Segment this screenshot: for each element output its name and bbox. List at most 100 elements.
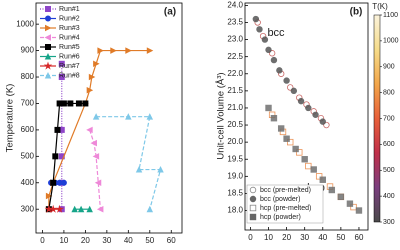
y-axis-label: Temperature (K) <box>5 84 16 153</box>
x-tick-label: 50 <box>145 236 154 245</box>
x-tick-label: 10 <box>264 233 273 242</box>
marker <box>43 61 53 70</box>
y-tick-label: 19.0 <box>227 171 243 180</box>
marker <box>265 46 272 54</box>
colorbar-tick-label: 300 <box>383 219 395 226</box>
plot-frame <box>35 2 183 234</box>
y-tick-label: 500 <box>21 151 35 160</box>
marker <box>67 100 74 107</box>
marker <box>146 47 154 54</box>
series-line <box>96 116 162 210</box>
legend-label: Run#8 <box>59 72 80 79</box>
y-axis-label: Unit-cell Volume (Å³) <box>216 72 227 159</box>
x-tick-label: 40 <box>318 233 327 242</box>
legend-label: Run#6 <box>59 53 80 60</box>
y-tick-label: 400 <box>21 178 35 187</box>
y-tick-label: 18.5 <box>227 189 243 198</box>
y-tick-label: 700 <box>21 99 35 108</box>
marker <box>71 205 78 213</box>
x-tick-label: 30 <box>102 236 111 245</box>
y-tick-label: 300 <box>21 204 35 213</box>
x-tick-label: 60 <box>355 233 364 242</box>
x-tick-label: 0 <box>40 236 45 245</box>
marker <box>60 100 67 107</box>
marker <box>54 126 61 133</box>
legend-label: Run#5 <box>59 44 80 51</box>
marker <box>44 53 52 60</box>
marker <box>77 205 85 213</box>
y-tick-label: 19.5 <box>227 154 243 163</box>
marker <box>283 135 290 142</box>
y-tick-label: 20.5 <box>227 120 243 129</box>
marker <box>75 100 82 107</box>
marker <box>315 173 323 180</box>
marker <box>52 153 59 160</box>
marker <box>86 205 93 213</box>
marker <box>94 179 102 187</box>
y-tick-label: 600 <box>21 125 35 134</box>
colorbar-tick-label: 1000 <box>383 38 399 45</box>
colorbar <box>373 14 381 223</box>
marker <box>146 205 154 213</box>
x-tick-label: 20 <box>81 236 90 245</box>
marker <box>277 125 285 132</box>
marker <box>45 6 52 12</box>
marker <box>135 166 143 173</box>
legend-label: Run#7 <box>59 63 80 70</box>
marker <box>45 15 52 22</box>
annotation: bcc <box>267 27 285 39</box>
x-tick-label: 10 <box>59 236 68 245</box>
marker <box>270 115 278 122</box>
x-tick-label: 40 <box>124 236 133 245</box>
y-tick-label: 1000 <box>16 19 34 28</box>
marker <box>157 166 164 173</box>
y-tick-label: 22.5 <box>227 52 243 61</box>
legend-label: Run#1 <box>59 6 80 13</box>
marker <box>301 156 308 163</box>
marker <box>44 34 51 41</box>
colorbar-tick-label: 500 <box>383 167 395 174</box>
marker <box>328 186 336 194</box>
marker <box>287 138 294 146</box>
marker <box>312 111 319 118</box>
marker <box>96 205 104 213</box>
marker <box>97 47 104 54</box>
marker <box>355 207 363 214</box>
colorbar-tick-label: 1100 <box>383 12 398 19</box>
marker <box>86 126 93 134</box>
marker <box>60 179 67 186</box>
marker <box>92 113 100 120</box>
marker <box>256 26 263 33</box>
marker <box>45 192 53 200</box>
y-tick-label: 20.0 <box>227 137 243 146</box>
marker <box>125 47 132 54</box>
legend-label: bcc (pre-melted) <box>260 187 311 194</box>
legend-label: Run#3 <box>59 25 80 32</box>
marker <box>125 113 132 120</box>
annotation: (a) <box>164 7 176 18</box>
marker <box>292 145 299 153</box>
marker <box>48 204 58 213</box>
marker <box>44 72 52 79</box>
marker <box>92 153 100 160</box>
y-tick-label: 21.0 <box>227 103 243 112</box>
marker <box>319 118 326 125</box>
plot-frame <box>244 2 369 231</box>
marker <box>305 104 312 112</box>
marker <box>146 113 154 120</box>
legend-label: Run#2 <box>59 15 80 22</box>
marker <box>55 204 64 213</box>
marker <box>276 67 283 74</box>
marker <box>110 47 117 54</box>
marker <box>346 200 354 207</box>
x-tick-label: 30 <box>300 233 309 242</box>
marker <box>337 193 345 201</box>
marker <box>319 176 326 183</box>
annotation: (b) <box>350 7 363 18</box>
marker <box>45 24 52 32</box>
legend-label: bcc (powder) <box>260 196 300 203</box>
marker <box>283 77 290 84</box>
colorbar-tick-label: 400 <box>383 193 395 200</box>
marker <box>265 104 272 112</box>
